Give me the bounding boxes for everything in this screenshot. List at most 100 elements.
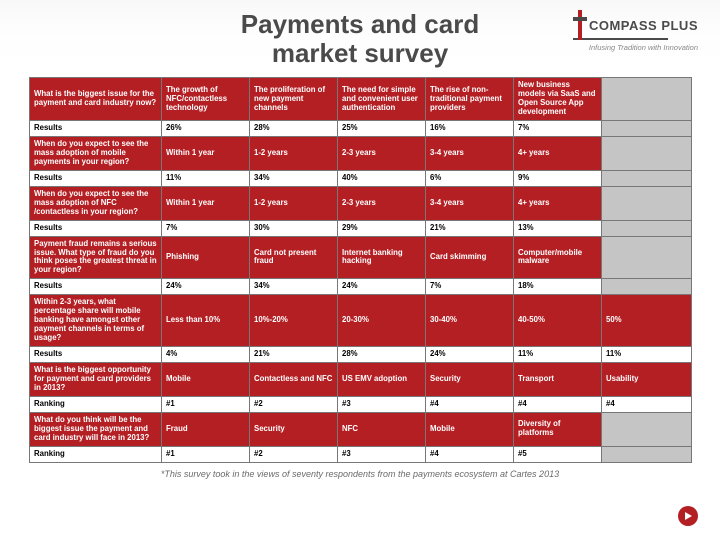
answer-option-cell: 2-3 years [338, 186, 426, 220]
answer-option-cell: Computer/mobile malware [514, 236, 602, 279]
table-row: When do you expect to see the mass adopt… [30, 186, 692, 220]
result-value-cell: #4 [514, 396, 602, 412]
table-row: What do you think will be the biggest is… [30, 412, 692, 446]
answer-option-cell: 3-4 years [426, 136, 514, 170]
brand-logo: COMPASS PLUS Infusing Tradition with Inn… [573, 10, 698, 52]
result-value-cell: 29% [338, 220, 426, 236]
answer-option-cell: Phishing [162, 236, 250, 279]
answer-option-cell: 3-4 years [426, 186, 514, 220]
result-value-cell: #4 [602, 396, 692, 412]
result-value-cell [602, 279, 692, 295]
answer-option-cell: Security [426, 363, 514, 397]
result-value-cell [602, 121, 692, 137]
result-value-cell [602, 220, 692, 236]
result-value-cell: #4 [426, 446, 514, 462]
table-row: Results11%34%40%6%9% [30, 170, 692, 186]
answer-option-cell: 20-30% [338, 295, 426, 347]
answer-option-cell: 4+ years [514, 136, 602, 170]
answer-option-cell: Diversity of platforms [514, 412, 602, 446]
answer-option-cell: The proliferation of new payment channel… [250, 78, 338, 121]
result-value-cell: #1 [162, 396, 250, 412]
answer-option-cell: Card not present fraud [250, 236, 338, 279]
result-value-cell: 28% [250, 121, 338, 137]
result-value-cell: 11% [162, 170, 250, 186]
result-value-cell: #2 [250, 396, 338, 412]
slide: COMPASS PLUS Infusing Tradition with Inn… [0, 0, 720, 540]
answer-option-cell [602, 412, 692, 446]
result-value-cell: 21% [250, 347, 338, 363]
table-row: Ranking#1#2#3#4#4#4 [30, 396, 692, 412]
table-row: Within 2-3 years, what percentage share … [30, 295, 692, 347]
result-value-cell: 26% [162, 121, 250, 137]
result-value-cell: 24% [162, 279, 250, 295]
survey-table-container: What is the biggest issue for the paymen… [29, 77, 691, 463]
result-value-cell: 7% [426, 279, 514, 295]
next-button[interactable] [678, 506, 698, 526]
question-cell: Payment fraud remains a serious issue. W… [30, 236, 162, 279]
result-value-cell: 18% [514, 279, 602, 295]
answer-option-cell: 4+ years [514, 186, 602, 220]
answer-option-cell [602, 186, 692, 220]
answer-option-cell: 10%-20% [250, 295, 338, 347]
answer-option-cell: Less than 10% [162, 295, 250, 347]
table-row: Results7%30%29%21%13% [30, 220, 692, 236]
question-cell: Within 2-3 years, what percentage share … [30, 295, 162, 347]
result-value-cell: 13% [514, 220, 602, 236]
result-value-cell: 34% [250, 170, 338, 186]
answer-option-cell: New business models via SaaS and Open So… [514, 78, 602, 121]
result-value-cell: 11% [514, 347, 602, 363]
answer-option-cell: Within 1 year [162, 186, 250, 220]
answer-option-cell [602, 136, 692, 170]
question-cell: What is the biggest opportunity for paym… [30, 363, 162, 397]
answer-option-cell: NFC [338, 412, 426, 446]
result-value-cell: 24% [338, 279, 426, 295]
answer-option-cell: 50% [602, 295, 692, 347]
play-icon [683, 511, 693, 521]
result-value-cell: #2 [250, 446, 338, 462]
answer-option-cell: 2-3 years [338, 136, 426, 170]
table-row: Ranking#1#2#3#4#5 [30, 446, 692, 462]
result-value-cell: #3 [338, 396, 426, 412]
answer-option-cell: Transport [514, 363, 602, 397]
answer-option-cell: The rise of non-traditional payment prov… [426, 78, 514, 121]
result-value-cell [602, 446, 692, 462]
answer-option-cell: Mobile [162, 363, 250, 397]
result-value-cell: #1 [162, 446, 250, 462]
table-row: Results26%28%25%16%7% [30, 121, 692, 137]
table-row: Results24%34%24%7%18% [30, 279, 692, 295]
result-value-cell: 9% [514, 170, 602, 186]
result-value-cell: 28% [338, 347, 426, 363]
answer-option-cell [602, 236, 692, 279]
answer-option-cell: 1-2 years [250, 186, 338, 220]
question-cell: What do you think will be the biggest is… [30, 412, 162, 446]
table-row: What is the biggest issue for the paymen… [30, 78, 692, 121]
result-label-cell: Ranking [30, 446, 162, 462]
result-value-cell: 7% [162, 220, 250, 236]
answer-option-cell: Fraud [162, 412, 250, 446]
result-label-cell: Results [30, 279, 162, 295]
result-label-cell: Ranking [30, 396, 162, 412]
answer-option-cell: 1-2 years [250, 136, 338, 170]
answer-option-cell: Contactless and NFC [250, 363, 338, 397]
result-label-cell: Results [30, 220, 162, 236]
result-value-cell: #4 [426, 396, 514, 412]
answer-option-cell: US EMV adoption [338, 363, 426, 397]
result-value-cell: 24% [426, 347, 514, 363]
question-cell: What is the biggest issue for the paymen… [30, 78, 162, 121]
footnote: *This survey took in the views of sevent… [20, 469, 700, 479]
logo-cross-icon [573, 10, 587, 40]
result-value-cell: 6% [426, 170, 514, 186]
result-label-cell: Results [30, 347, 162, 363]
table-row: When do you expect to see the mass adopt… [30, 136, 692, 170]
answer-option-cell: The need for simple and convenient user … [338, 78, 426, 121]
result-value-cell: 21% [426, 220, 514, 236]
title-line-2: market survey [272, 38, 448, 68]
result-value-cell: 30% [250, 220, 338, 236]
survey-table: What is the biggest issue for the paymen… [29, 77, 692, 463]
result-value-cell: 34% [250, 279, 338, 295]
answer-option-cell: The growth of NFC/contactless technology [162, 78, 250, 121]
question-cell: When do you expect to see the mass adopt… [30, 136, 162, 170]
answer-option-cell: Within 1 year [162, 136, 250, 170]
answer-option-cell: Mobile [426, 412, 514, 446]
answer-option-cell: 40-50% [514, 295, 602, 347]
